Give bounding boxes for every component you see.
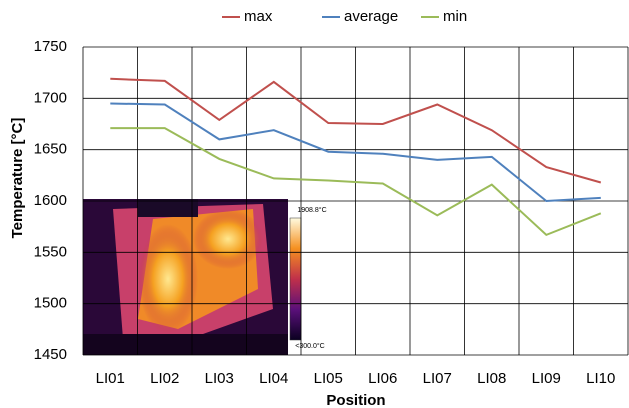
scale-min-label: <300.0°C	[295, 342, 324, 350]
grid	[82, 46, 629, 356]
thermal-dark	[83, 334, 288, 355]
y-tick-label: 1600	[34, 192, 67, 209]
series-line	[110, 102, 601, 203]
x-tick-label: LI04	[259, 370, 288, 387]
y-tick-label: 1650	[34, 141, 67, 158]
legend-label: average	[344, 8, 398, 25]
color-bar	[289, 217, 302, 341]
thermal-hotspot	[193, 209, 263, 269]
x-tick-label: LI06	[368, 370, 397, 387]
x-tick-label: LI08	[477, 370, 506, 387]
series-line	[110, 77, 602, 184]
legend-label: max	[244, 8, 273, 25]
scale-max-label: 1908.8°C	[297, 206, 326, 214]
legend-label: min	[443, 8, 467, 25]
y-tick-label: 1450	[34, 346, 67, 363]
x-axis-label: Position	[326, 392, 385, 408]
x-tick-label: LI05	[314, 370, 343, 387]
x-tick-label: LI02	[150, 370, 179, 387]
thermal-hotspot	[138, 224, 198, 334]
x-tick-label: LI10	[586, 370, 615, 387]
y-tick-label: 1750	[34, 38, 67, 55]
y-tick-label: 1500	[34, 295, 67, 312]
x-tick-label: LI09	[532, 370, 561, 387]
series-line	[110, 127, 602, 237]
thermal-image: 1908.8°C <300.0°C	[83, 199, 330, 355]
y-axis-label: Temperature [°C]	[9, 118, 26, 239]
x-tick-label: LI07	[423, 370, 452, 387]
thermal-dark	[138, 199, 198, 217]
x-tick-label: LI01	[96, 370, 125, 387]
x-tick-label: LI03	[205, 370, 234, 387]
y-tick-label: 1700	[34, 89, 67, 106]
y-tick-label: 1550	[34, 243, 67, 260]
